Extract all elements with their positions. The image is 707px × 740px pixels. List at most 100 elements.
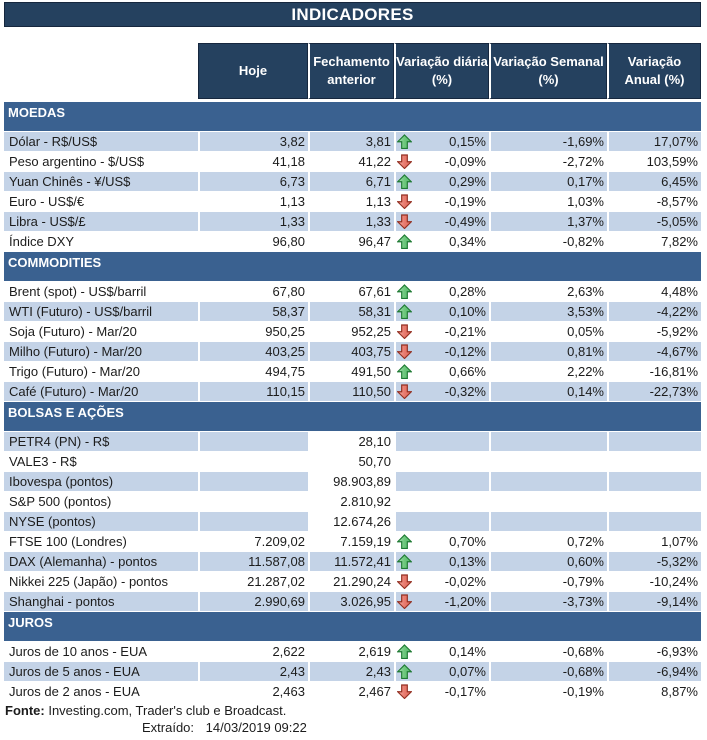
hoje-cell-value: 11.587,08 xyxy=(248,554,305,569)
indicator-label: Shanghai - pontos xyxy=(4,592,198,611)
variacao-anual-cell-value: 6,45% xyxy=(661,174,698,189)
variacao-semanal-cell: 2,63% xyxy=(489,282,607,301)
hoje-cell: 3,82 xyxy=(198,132,308,151)
arrow-down-icon xyxy=(397,154,412,170)
hoje-cell-value: 494,75 xyxy=(265,364,305,379)
indicator-label: Ibovespa (pontos) xyxy=(4,472,198,491)
indicator-label: FTSE 100 (Londres) xyxy=(4,532,198,551)
table-row: Índice DXY 96,80 96,47 0,34% -0,82% 7,82% xyxy=(4,231,701,251)
variacao-anual-cell: -22,73% xyxy=(607,382,701,401)
fechamento-cell: 41,22 xyxy=(308,152,394,171)
variacao-semanal-cell: -0,79% xyxy=(489,572,607,591)
indicator-label-value: Dólar - R$/US$ xyxy=(9,134,98,149)
variacao-diaria-cell: 0,29% xyxy=(394,172,489,191)
hoje-cell: 1,33 xyxy=(198,212,308,231)
variacao-anual-cell: 17,07% xyxy=(607,132,701,151)
fechamento-cell: 2,467 xyxy=(308,682,394,701)
fechamento-cell-value: 2,43 xyxy=(365,664,391,679)
table-row: Ibovespa (pontos) 98.903,89 xyxy=(4,471,701,491)
section-band-bolsas-e-a-es: BOLSAS E AÇÕES xyxy=(4,401,701,431)
variacao-diaria-cell: -0,49% xyxy=(394,212,489,231)
variacao-diaria-cell-value: 0,28% xyxy=(449,284,486,299)
variacao-semanal-cell-value: -3,73% xyxy=(562,594,604,609)
fechamento-cell-value: 2.810,92 xyxy=(340,494,391,509)
hoje-cell: 1,13 xyxy=(198,192,308,211)
table-row: Juros de 10 anos - EUA 2,622 2,619 0,14% -0,… xyxy=(4,641,701,661)
variacao-diaria-cell: 0,14% xyxy=(394,642,489,661)
variacao-diaria-cell-value: 0,70% xyxy=(449,534,486,549)
indicator-label-value: FTSE 100 (Londres) xyxy=(9,534,127,549)
variacao-semanal-cell: 2,22% xyxy=(489,362,607,381)
variacao-anual-cell-value: -10,24% xyxy=(649,574,698,589)
fechamento-cell: 2,43 xyxy=(308,662,394,681)
variacao-diaria-cell-value: -0,21% xyxy=(444,324,486,339)
hoje-cell-value: 2,43 xyxy=(279,664,305,679)
section-band-moedas: MOEDAS xyxy=(4,101,701,131)
variacao-anual-cell: -8,57% xyxy=(607,192,701,211)
indicator-label-value: Café (Futuro) - Mar/20 xyxy=(9,384,139,399)
hoje-cell: 11.587,08 xyxy=(198,552,308,571)
column-header-row: Hoje Fechamento anterior Variação diária… xyxy=(198,43,701,99)
variacao-diaria-cell-value: -0,09% xyxy=(444,154,486,169)
hoje-cell-value: 110,15 xyxy=(266,384,305,399)
variacao-semanal-cell-value: -1,69% xyxy=(562,134,604,149)
table-row: FTSE 100 (Londres) 7.209,02 7.159,19 0,70% 0… xyxy=(4,531,701,551)
extracted-timestamp: 14/03/2019 09:22 xyxy=(205,720,307,735)
fechamento-cell: 98.903,89 xyxy=(308,472,394,491)
hoje-cell: 58,37 xyxy=(198,302,308,321)
hoje-cell-value: 2.990,69 xyxy=(254,594,305,609)
fechamento-cell: 3.026,95 xyxy=(308,592,394,611)
source-label: Fonte: xyxy=(5,703,45,718)
variacao-diaria-cell xyxy=(394,512,489,531)
fechamento-cell-value: 12.674,26 xyxy=(333,514,391,529)
variacao-anual-cell-value: -4,67% xyxy=(656,344,698,359)
fechamento-cell: 6,71 xyxy=(308,172,394,191)
column-header-variacao-semanal: Variação Semanal (%) xyxy=(489,43,607,99)
table-row: Nikkei 225 (Japão) - pontos 21.287,02 21.2… xyxy=(4,571,701,591)
variacao-diaria-cell-value: -0,19% xyxy=(444,194,486,209)
column-header-variacao-anual: Variação Anual (%) xyxy=(607,43,701,99)
fechamento-cell-value: 952,25 xyxy=(351,324,391,339)
variacao-semanal-cell: 3,53% xyxy=(489,302,607,321)
hoje-cell: 950,25 xyxy=(198,322,308,341)
variacao-semanal-cell xyxy=(489,432,607,451)
fechamento-cell-value: 6,71 xyxy=(365,174,391,189)
extracted-label: Extraído: xyxy=(142,720,195,735)
hoje-cell: 494,75 xyxy=(198,362,308,381)
arrow-up-icon xyxy=(397,363,412,380)
variacao-semanal-cell: 0,14% xyxy=(489,382,607,401)
variacao-anual-cell-value: -5,05% xyxy=(656,214,698,229)
arrow-down-icon xyxy=(397,214,412,230)
variacao-anual-cell: -10,24% xyxy=(607,572,701,591)
hoje-cell-value: 1,13 xyxy=(279,194,305,209)
indicator-label: Peso argentino - $/US$ xyxy=(4,152,198,171)
table-row: VALE3 - R$ 50,70 xyxy=(4,451,701,471)
variacao-diaria-cell: -0,17% xyxy=(394,682,489,701)
fechamento-cell-value: 96,47 xyxy=(358,234,391,249)
variacao-semanal-cell: -0,19% xyxy=(489,682,607,701)
table-row: Shanghai - pontos 2.990,69 3.026,95 -1,20% -… xyxy=(4,591,701,611)
table-row: Brent (spot) - US$/barril 67,80 67,61 0,28%… xyxy=(4,281,701,301)
variacao-semanal-cell: -2,72% xyxy=(489,152,607,171)
report-title-bar: INDICADORES xyxy=(4,2,701,27)
extracted-line: Extraído: 14/03/2019 09:22 xyxy=(4,719,701,736)
variacao-diaria-cell: 0,13% xyxy=(394,552,489,571)
indicator-label-value: Libra - US$/£ xyxy=(9,214,86,229)
variacao-diaria-cell-value: 0,07% xyxy=(449,664,486,679)
variacao-anual-cell: -5,92% xyxy=(607,322,701,341)
arrow-down-icon xyxy=(397,324,412,340)
table-row: Juros de 5 anos - EUA 2,43 2,43 0,07% -0,68%… xyxy=(4,661,701,681)
indicator-label-value: Juros de 10 anos - EUA xyxy=(9,644,148,659)
fechamento-cell-value: 67,61 xyxy=(358,284,391,299)
section-band-commodities: COMMODITIES xyxy=(4,251,701,281)
variacao-anual-cell-value: -5,92% xyxy=(656,324,698,339)
indicator-label: Café (Futuro) - Mar/20 xyxy=(4,382,198,401)
variacao-anual-cell: -5,05% xyxy=(607,212,701,231)
indicator-label-value: WTI (Futuro) - US$/barril xyxy=(9,304,153,319)
table-row: DAX (Alemanha) - pontos 11.587,08 11.572,4… xyxy=(4,551,701,571)
indicator-label-value: NYSE (pontos) xyxy=(9,514,96,529)
variacao-diaria-cell-value: -1,20% xyxy=(444,594,486,609)
variacao-anual-cell: 1,07% xyxy=(607,532,701,551)
variacao-semanal-cell: 1,37% xyxy=(489,212,607,231)
variacao-diaria-cell: -0,21% xyxy=(394,322,489,341)
